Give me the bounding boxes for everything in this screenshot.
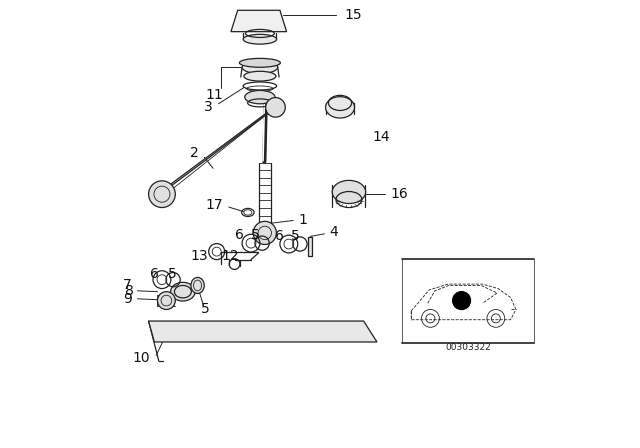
- Circle shape: [266, 98, 285, 117]
- Text: 15: 15: [344, 8, 362, 22]
- Circle shape: [157, 292, 175, 310]
- Text: 5: 5: [251, 228, 260, 242]
- Text: 00303322: 00303322: [445, 343, 491, 352]
- Text: 5: 5: [201, 302, 209, 315]
- Circle shape: [148, 181, 175, 207]
- Polygon shape: [148, 321, 377, 342]
- Text: 3: 3: [204, 100, 212, 114]
- Ellipse shape: [239, 58, 280, 67]
- Text: 6: 6: [236, 228, 244, 242]
- Text: 13: 13: [190, 249, 208, 263]
- Ellipse shape: [243, 34, 276, 44]
- Text: 17: 17: [205, 198, 223, 212]
- Text: 7: 7: [124, 279, 132, 293]
- Ellipse shape: [191, 277, 204, 293]
- Ellipse shape: [332, 181, 365, 203]
- Text: 5: 5: [291, 229, 300, 243]
- Polygon shape: [153, 103, 282, 197]
- Text: 14: 14: [372, 130, 390, 144]
- Polygon shape: [231, 10, 287, 32]
- Text: 16: 16: [390, 187, 408, 201]
- Ellipse shape: [244, 71, 276, 81]
- Ellipse shape: [171, 282, 195, 301]
- Text: 6: 6: [150, 267, 159, 281]
- Bar: [308, 237, 312, 256]
- Text: 9: 9: [124, 292, 132, 306]
- Text: 11: 11: [205, 88, 223, 102]
- Ellipse shape: [326, 97, 355, 118]
- Text: 12: 12: [221, 249, 239, 263]
- Text: 4: 4: [330, 225, 339, 239]
- Text: 5: 5: [168, 267, 177, 281]
- Text: 10: 10: [132, 352, 150, 366]
- Ellipse shape: [244, 90, 275, 104]
- Text: 2: 2: [190, 146, 199, 160]
- Circle shape: [253, 221, 276, 245]
- Ellipse shape: [242, 61, 278, 73]
- Text: 6: 6: [275, 229, 284, 243]
- Circle shape: [452, 292, 470, 310]
- Text: 8: 8: [125, 284, 134, 298]
- Text: 1: 1: [299, 212, 307, 227]
